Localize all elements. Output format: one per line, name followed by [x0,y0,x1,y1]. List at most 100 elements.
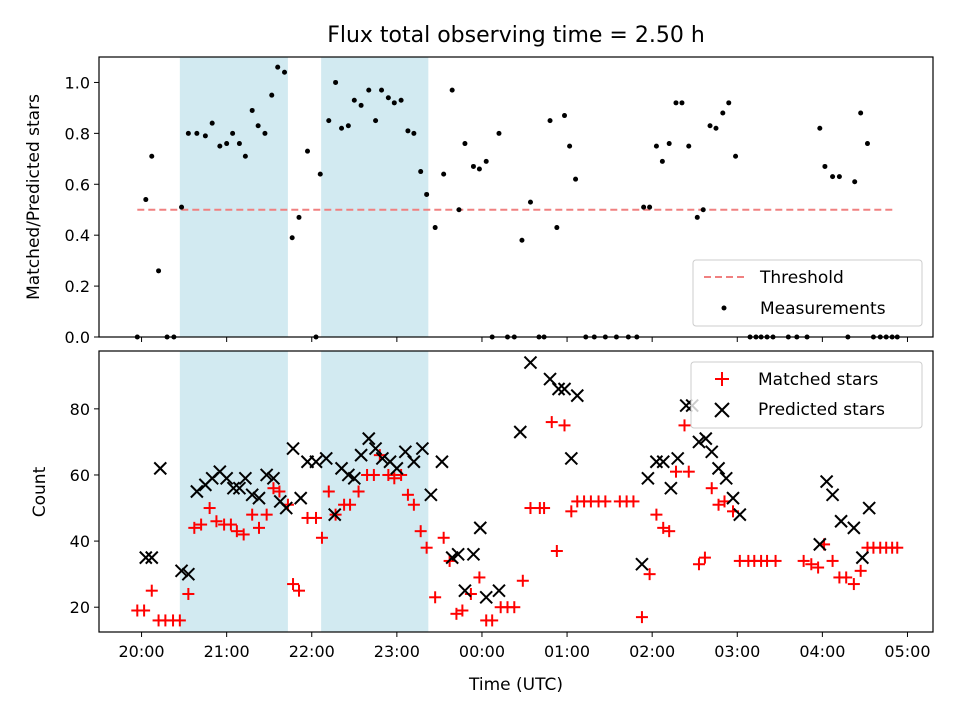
measurement-point [242,153,248,159]
bottom-y-tick-label: 40 [70,532,90,551]
measurement-point [858,110,864,116]
matched-star-point [797,554,810,567]
measurement-point [143,197,149,203]
x-tick-label: 23:00 [374,642,420,661]
predicted-star-point [862,501,876,515]
bottom-plot-frame [98,350,934,633]
matched-star-point [812,561,825,574]
measurement-point [262,130,268,136]
predicted-star-point [354,448,368,462]
predicted-star-point [664,481,678,495]
bottom-y-tick-label: 20 [70,598,90,617]
measurement-point [373,118,379,124]
measurement-point [519,237,525,243]
matched-star-point [395,468,408,481]
measurement-point [358,102,364,108]
measurement-point [249,107,255,113]
matched-star-point [182,587,195,600]
predicted-star-point [368,441,383,456]
predicted-star-point [847,521,861,535]
measurement-point [470,163,476,169]
predicted-star-point [679,398,693,413]
matched-star-point [322,485,335,498]
predicted-star-point [259,468,274,482]
measurement-point [398,97,404,103]
predicted-star-point [245,488,259,502]
predicted-star-point [226,481,241,495]
matched-star-point [414,525,427,538]
measurement-point [567,143,573,149]
predicted-star-point [726,491,740,505]
measurement-point [659,158,665,164]
matched-star-point [692,558,705,571]
legend-predicted-swatch [714,402,730,418]
predicted-star-point [451,547,465,562]
matched-star-point [401,488,414,501]
measurement-point [424,191,430,197]
predicted-star-point [855,550,870,565]
matched-star-point [273,485,286,498]
shaded-interval-1 [179,57,288,337]
measurement-point [391,100,397,106]
matched-star-point [407,498,420,511]
x-tick-label: 01:00 [544,642,590,661]
predicted-star-point [435,455,449,469]
matched-star-point [352,485,365,498]
matched-star-point [698,551,711,564]
predicted-star-point [719,471,733,485]
x-axis-label: Time (UTC) [468,675,563,695]
measurement-point [289,235,295,241]
predicted-star-point [813,537,827,552]
measurement-point [333,79,339,85]
matched-star-point [558,419,571,432]
measurement-point [830,174,836,180]
predicted-star-point [705,445,719,459]
bottom-legend-box [690,361,923,429]
predicted-star-point [458,583,472,598]
predicted-star-point [232,481,247,495]
top-plot-frame [98,56,934,338]
x-tick-label: 20:00 [118,642,164,661]
matched-star-point [550,545,563,558]
bottom-y-tick-label: 60 [70,466,90,485]
predicted-star-point [825,488,840,502]
x-tick-label: 21:00 [204,642,250,661]
measurement-point [149,153,155,159]
matched-star-point [310,511,323,524]
matched-star-point [195,518,208,531]
matched-star-point [854,564,867,577]
measurement-point [483,158,489,164]
measurement-point [275,64,281,70]
bottom-axes: 20:00 21:00 22:00 23:00 00:00 01:00 02:00 03:00… [70,400,931,661]
matched-star-point [891,541,904,554]
matched-star-point [246,508,259,521]
measurement-point [456,207,462,213]
matched-star-point [826,554,839,567]
top-panel: 0.0 0.2 0.4 0.6 0.8 1.0 Matched/Predicted sta… [24,56,934,347]
predicted-star-point [473,521,487,535]
top-legend: Threshold Measurements [692,259,923,327]
matched-star-point [315,531,328,544]
predicted-star-point [252,491,266,505]
predicted-star-point [347,471,362,485]
matched-star-point [252,521,265,534]
measurement-point [405,128,411,134]
x-tick-label: 02:00 [629,642,675,661]
predicted-star-point [570,388,584,403]
predicted-star-point [390,461,404,476]
matched-star-point [627,495,640,508]
x-tick-label: 04:00 [799,642,845,661]
measurement-point [547,118,553,124]
measurement-point [679,100,685,106]
measurement-point [255,123,261,129]
matched-star-point [237,528,250,541]
predicted-star-point [466,547,481,562]
top-y-tick-label: 0.4 [65,226,90,245]
bottom-legend: Matched stars Predicted stars [690,361,923,429]
bottom-y-tick-label: 80 [70,400,90,419]
measurement-point [527,199,533,205]
matched-star-point [516,574,529,587]
matched-star-point [682,465,695,478]
measurement-point [700,207,706,213]
